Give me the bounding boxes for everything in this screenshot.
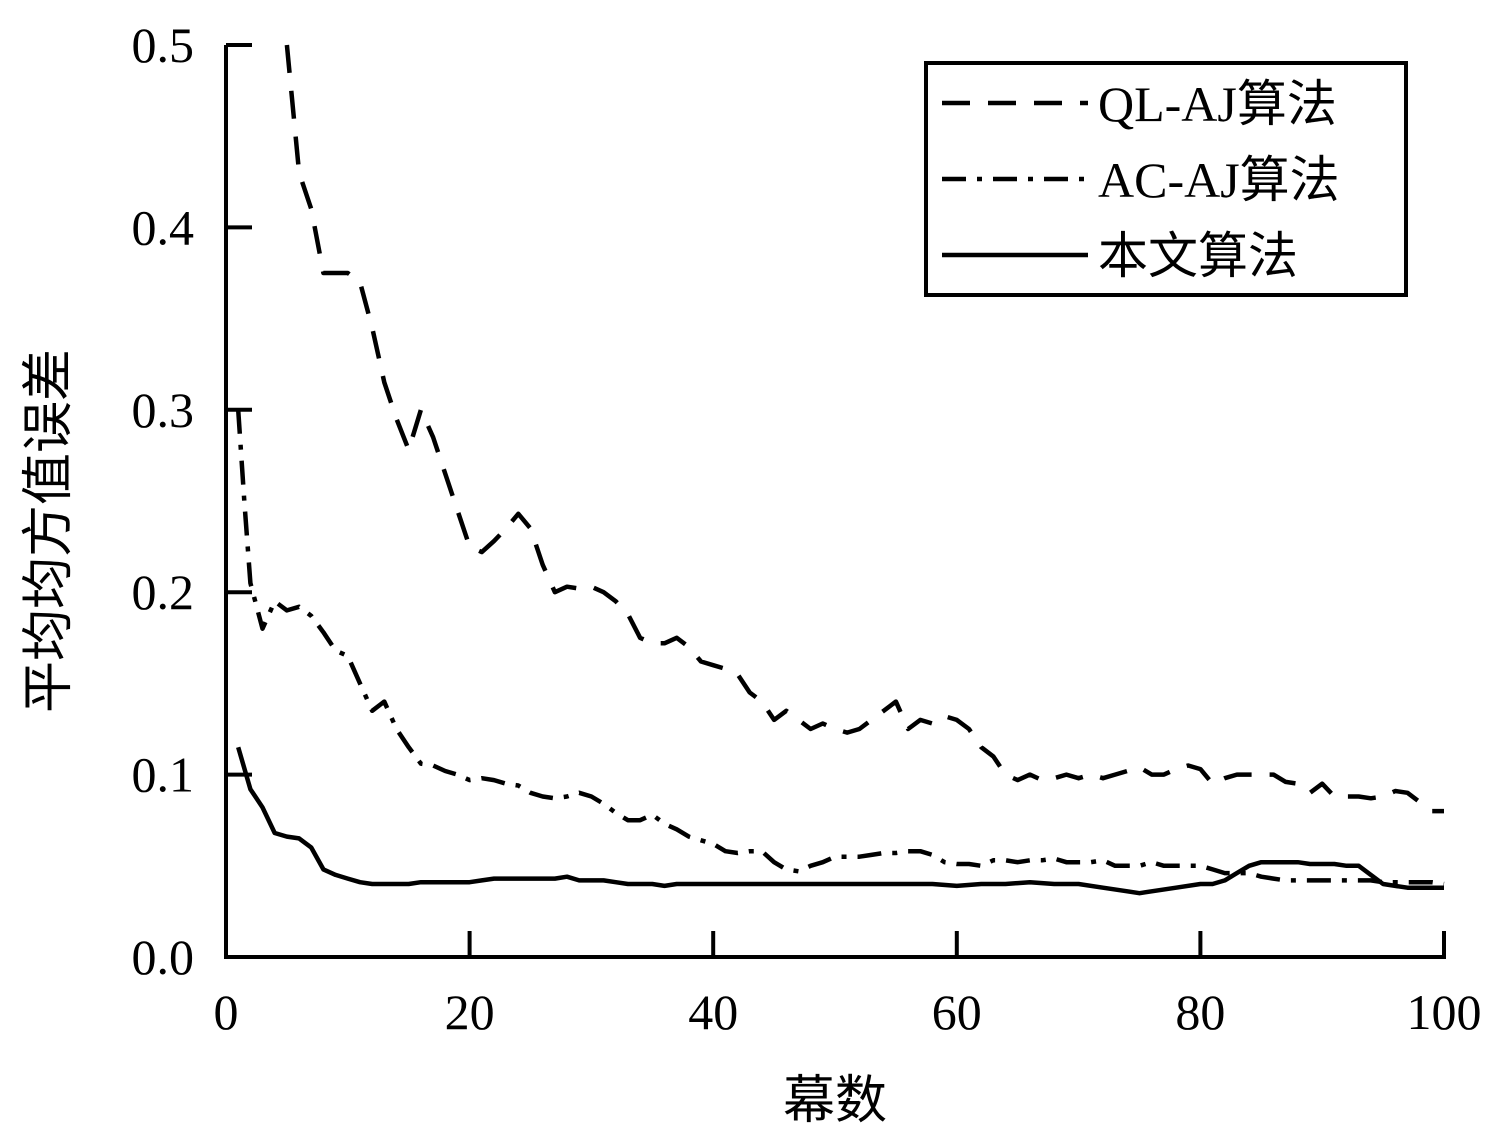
y-tick-label: 0.2 (132, 564, 195, 620)
series-line-2 (235, 409, 1445, 887)
y-axis-title: 平均均方值误差 (19, 349, 79, 713)
y-tick-label: 0.5 (132, 17, 195, 73)
x-tick-label: 0 (214, 984, 239, 1040)
series-line-3 (236, 746, 1444, 896)
x-tick-label: 100 (1407, 984, 1482, 1040)
x-tick-label: 60 (932, 984, 982, 1040)
x-axis-title: 幕数 (783, 1071, 887, 1131)
legend-label-2: AC-AJ算法 (1098, 152, 1340, 208)
series-line-1 (284, 44, 1444, 814)
series-layer (235, 44, 1445, 896)
y-tick-label: 0.4 (132, 199, 195, 255)
legend-label-1: QL-AJ算法 (1098, 76, 1337, 132)
axes: 0.0 0.1 0.2 0.3 0.4 0.5 0 20 40 60 80 100 (132, 17, 1482, 1040)
x-tick-label: 20 (445, 984, 495, 1040)
y-tick-label: 0.0 (132, 929, 195, 985)
y-tick-label: 0.3 (132, 382, 195, 438)
y-tick-label: 0.1 (132, 747, 195, 803)
x-tick-label: 40 (688, 984, 738, 1040)
legend-label-3: 本文算法 (1098, 228, 1298, 284)
x-tick-label: 80 (1175, 984, 1225, 1040)
